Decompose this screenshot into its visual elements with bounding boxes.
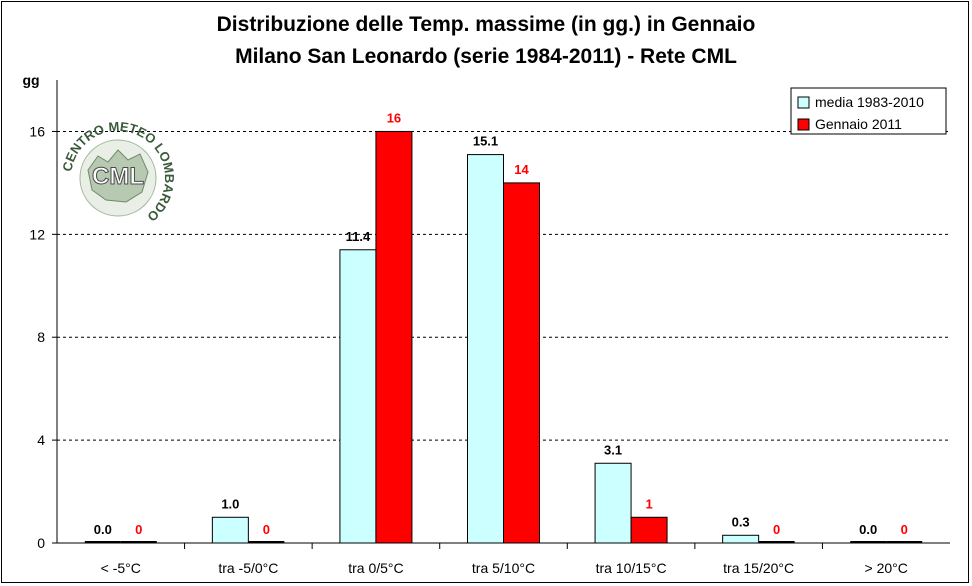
labels: 0.0 0 1.0 0 11.4 16 15.1 14 3.1 1 0.3 0 0.0 0 media 19… [94,87,947,537]
chart-title: Distribuzione delle Temp. massime (in gg… [217,13,756,36]
data-label: 11.4 [346,229,371,244]
data-label: 15.1 [473,134,498,149]
y-axis-label: gg [22,72,39,88]
data-label: 0.0 [94,522,112,537]
chart-subtitle: Milano San Leonardo (serie 1984-2011) - … [235,45,737,68]
y-tick-label: 16 [29,123,45,139]
y-tick-label: 8 [37,329,45,345]
logo-center-text: CML [92,163,144,190]
data-label: 1 [645,496,652,511]
data-label: 16 [387,110,401,125]
x-tick-label: tra 5/10°C [472,560,535,576]
data-label: 3.1 [604,442,622,457]
data-label: 0.3 [732,514,750,529]
x-tick-label: tra 15/20°C [723,560,794,576]
legend-swatch [797,96,810,109]
bar-media [467,154,504,544]
x-tick-label: tra -5/0°C [218,560,278,576]
x-tick-label: tra 0/5°C [348,560,403,576]
data-label: 0 [135,522,142,537]
y-tick-label: 0 [37,535,45,551]
x-tick-label: > 20°C [865,560,908,576]
legend-entry: Gennaio 2011 [815,116,902,132]
bar-media [211,516,249,544]
x-tick-label: tra 10/15°C [596,560,667,576]
legend: media 1983-2010 Gennaio 2011 [790,87,947,135]
legend-swatch [797,118,810,131]
y-tick-label: 4 [37,432,45,448]
bar-gennaio-2011 [503,182,540,544]
legend-entry: media 1983-2010 [815,94,924,110]
data-label: 0 [263,522,270,537]
logo-region-shape [87,149,149,203]
data-label: 0 [773,522,780,537]
data-label: 0 [901,522,908,537]
x-tick-label: < -5°C [101,560,141,576]
axes: 0 4 8 12 16 < -5°C tra -5/0°C tra 0/5°C tra 5/10… [29,80,950,576]
legend-box [790,87,947,135]
bar-gennaio-2011 [375,130,413,544]
data-label: 0.0 [859,522,877,537]
bar-media [594,462,632,544]
data-label: 14 [514,162,529,177]
bar-media [722,534,760,544]
bar-gennaio-2011 [630,516,668,544]
cml-logo: CML CENTRO METEO LOMBARDO [59,119,177,225]
bar-media [339,249,377,544]
y-tick-label: 12 [29,226,45,242]
data-label: 1.0 [221,496,239,511]
